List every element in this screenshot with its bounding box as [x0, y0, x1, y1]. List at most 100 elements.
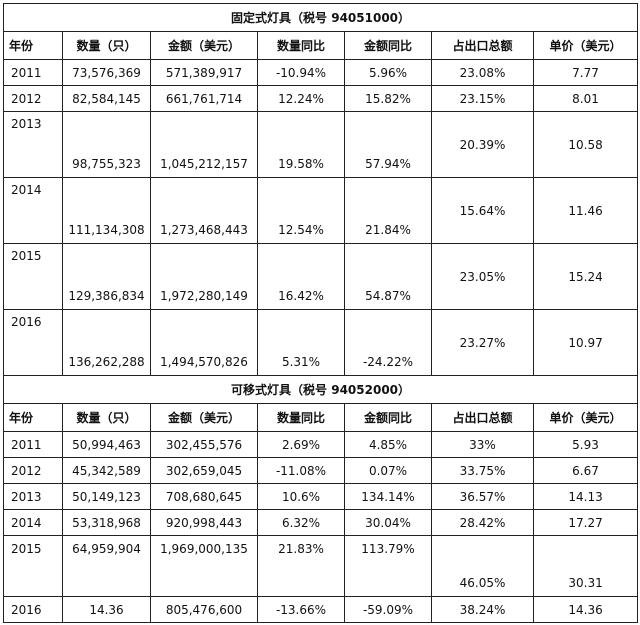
table-cell: 6.67: [532, 457, 639, 484]
table-cell: 28.42%: [431, 509, 534, 536]
column-header: 金额同比: [344, 403, 432, 432]
table-cell: 15.82%: [344, 85, 432, 112]
table-cell: 36.57%: [431, 483, 534, 510]
table-cell: 53,318,968: [62, 509, 151, 536]
table-cell: 15.24: [532, 243, 639, 310]
table-cell: 10.6%: [257, 483, 345, 510]
year-cell: 2013: [3, 483, 63, 510]
column-header: 数量同比: [257, 31, 345, 60]
year-cell: 2016: [3, 309, 63, 376]
table-cell: 5.93: [532, 431, 639, 458]
year-cell: 2016: [3, 596, 63, 623]
table-cell: 21.84%: [344, 177, 432, 244]
table-cell: 15.64%: [431, 177, 534, 244]
table-cell: 23.08%: [431, 59, 534, 86]
year-cell: 2013: [3, 111, 63, 178]
table-cell: 30.04%: [344, 509, 432, 536]
column-header: 数量（只）: [62, 403, 151, 432]
table-cell: 2.69%: [257, 431, 345, 458]
table-row: 2013 98,755,323 1,045,212,157 19.58% 57.94% 2…: [3, 111, 639, 178]
table-cell: 33%: [431, 431, 534, 458]
table-cell: 23.15%: [431, 85, 534, 112]
table-cell: -10.94%: [257, 59, 345, 86]
table-cell: 17.27: [532, 509, 639, 536]
table-cell: 1,972,280,149: [150, 243, 258, 310]
column-header: 占出口总额: [431, 403, 534, 432]
table-cell: 12.54%: [257, 177, 345, 244]
table-cell: 136,262,288: [62, 309, 151, 376]
table-cell: 30.31: [532, 535, 639, 597]
fixed-section-title: 固定式灯具（税号 94051000）: [2, 3, 639, 32]
portable-section-title-row: 可移式灯具（税号 94052000）: [2, 375, 639, 404]
year-cell: 2014: [3, 509, 63, 536]
table-cell: 113.79%: [344, 535, 432, 597]
table-cell: 5.31%: [257, 309, 345, 376]
table-cell: 38.24%: [431, 596, 534, 623]
table-cell: 8.01: [532, 85, 639, 112]
table-row: 2015 129,386,834 1,972,280,149 16.42% 54.87%…: [3, 243, 639, 310]
column-header: 金额同比: [344, 31, 432, 60]
table-cell: 20.39%: [431, 111, 534, 178]
table-cell: 14.36: [62, 596, 151, 623]
table-cell: 571,389,917: [150, 59, 258, 86]
table-cell: 12.24%: [257, 85, 345, 112]
fixed-header-row: 年份 数量（只） 金额（美元） 数量同比 金额同比 占出口总额 单价（美元）: [3, 31, 639, 60]
table-cell: 45,342,589: [62, 457, 151, 484]
year-cell: 2012: [3, 85, 63, 112]
fixed-section-title-row: 固定式灯具（税号 94051000）: [2, 3, 639, 32]
table-cell: 98,755,323: [62, 111, 151, 178]
table-row: 2012 45,342,589 302,659,045 -11.08% 0.07% 33.…: [3, 457, 639, 484]
portable-header-row: 年份 数量（只） 金额（美元） 数量同比 金额同比 占出口总额 单价（美元）: [3, 403, 639, 432]
table-cell: 73,576,369: [62, 59, 151, 86]
table-cell: 50,994,463: [62, 431, 151, 458]
table-cell: 6.32%: [257, 509, 345, 536]
table-cell: -24.22%: [344, 309, 432, 376]
portable-section-title: 可移式灯具（税号 94052000）: [2, 375, 639, 404]
table-row: 2011 73,576,369 571,389,917 -10.94% 5.96% 23.…: [3, 59, 639, 86]
table-cell: 16.42%: [257, 243, 345, 310]
table-cell: 10.97: [532, 309, 639, 376]
year-cell: 2015: [3, 535, 63, 597]
table-cell: 57.94%: [344, 111, 432, 178]
table-row: 2015 64,959,904 1,969,000,135 21.83% 113.79%…: [3, 535, 639, 597]
table-cell: 708,680,645: [150, 483, 258, 510]
table-cell: 21.83%: [257, 535, 345, 597]
column-header: 年份: [3, 403, 63, 432]
table-cell: 1,494,570,826: [150, 309, 258, 376]
table-cell: 33.75%: [431, 457, 534, 484]
table-cell: 7.77: [532, 59, 639, 86]
table-row: 2012 82,584,145 661,761,714 12.24% 15.82% 23.…: [3, 85, 639, 112]
table-cell: 4.85%: [344, 431, 432, 458]
table-cell: 134.14%: [344, 483, 432, 510]
year-cell: 2012: [3, 457, 63, 484]
table-cell: 54.87%: [344, 243, 432, 310]
table-row: 2016 136,262,288 1,494,570,826 5.31% -24.22%…: [3, 309, 639, 376]
column-header: 数量同比: [257, 403, 345, 432]
table-cell: -13.66%: [257, 596, 345, 623]
table-cell: 23.27%: [431, 309, 534, 376]
table-cell: 661,761,714: [150, 85, 258, 112]
column-header: 数量（只）: [62, 31, 151, 60]
table-cell: 11.46: [532, 177, 639, 244]
table-cell: 1,969,000,135: [150, 535, 258, 597]
column-header: 金额（美元）: [150, 403, 258, 432]
year-cell: 2011: [3, 431, 63, 458]
column-header: 金额（美元）: [150, 31, 258, 60]
table-cell: 19.58%: [257, 111, 345, 178]
column-header: 单价（美元）: [532, 403, 639, 432]
table-cell: -59.09%: [344, 596, 432, 623]
table-cell: 82,584,145: [62, 85, 151, 112]
year-cell: 2015: [3, 243, 63, 310]
table-row: 2014 53,318,968 920,998,443 6.32% 30.04% 28.4…: [3, 509, 639, 536]
table-cell: 14.36: [532, 596, 639, 623]
column-header: 单价（美元）: [532, 31, 639, 60]
table-cell: 1,045,212,157: [150, 111, 258, 178]
table-cell: 46.05%: [431, 535, 534, 597]
year-cell: 2014: [3, 177, 63, 244]
export-data-table: 固定式灯具（税号 94051000） 年份 数量（只） 金额（美元） 数量同比 金额同比占…: [2, 3, 639, 623]
table-cell: 0.07%: [344, 457, 432, 484]
table-row: 2014 111,134,308 1,273,468,443 12.54% 21.84%…: [3, 177, 639, 244]
table-cell: -11.08%: [257, 457, 345, 484]
table-cell: 920,998,443: [150, 509, 258, 536]
column-header: 年份: [3, 31, 63, 60]
